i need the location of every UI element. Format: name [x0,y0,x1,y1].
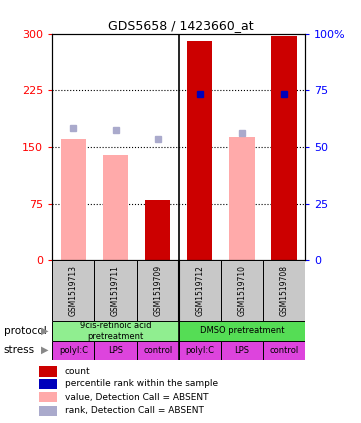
Bar [39,366,57,376]
Text: LPS: LPS [108,346,123,355]
Text: count: count [65,367,90,376]
Bar [52,321,179,341]
Bar [187,41,212,260]
Text: value, Detection Call = ABSENT: value, Detection Call = ABSENT [65,393,208,401]
Text: percentile rank within the sample: percentile rank within the sample [65,379,218,388]
Bar [39,379,57,389]
Bar [61,140,86,260]
Bar [179,260,221,321]
Bar [229,137,255,260]
Bar [145,200,170,260]
Text: control: control [269,346,299,355]
Text: GSM1519711: GSM1519711 [111,265,120,316]
Text: GSM1519713: GSM1519713 [69,265,78,316]
Bar [136,341,179,360]
Text: stress: stress [4,345,35,355]
Bar [221,260,263,321]
Bar [39,406,57,416]
Text: GSM1519708: GSM1519708 [279,265,288,316]
Text: GSM1519712: GSM1519712 [195,265,204,316]
Text: GDS5658 / 1423660_at: GDS5658 / 1423660_at [108,19,253,32]
Text: LPS: LPS [234,346,249,355]
Text: ▶: ▶ [42,326,49,336]
Bar [95,341,136,360]
Bar [179,341,221,360]
Bar [136,260,179,321]
Text: DMSO pretreatment: DMSO pretreatment [200,327,284,335]
Bar [221,341,263,360]
Bar [263,341,305,360]
Text: 9cis-retinoic acid
pretreatment: 9cis-retinoic acid pretreatment [80,321,151,341]
Text: polyI:C: polyI:C [185,346,214,355]
Bar [52,341,95,360]
Text: protocol: protocol [4,326,46,336]
Text: GSM1519709: GSM1519709 [153,265,162,316]
Bar [52,260,95,321]
Text: GSM1519710: GSM1519710 [238,265,246,316]
Text: polyI:C: polyI:C [59,346,88,355]
Text: rank, Detection Call = ABSENT: rank, Detection Call = ABSENT [65,406,204,415]
Text: control: control [143,346,172,355]
Bar [179,321,305,341]
Text: ▶: ▶ [42,345,49,355]
Bar [271,36,297,260]
Bar [103,154,128,260]
Bar [95,260,136,321]
Bar [39,392,57,402]
Bar [263,260,305,321]
